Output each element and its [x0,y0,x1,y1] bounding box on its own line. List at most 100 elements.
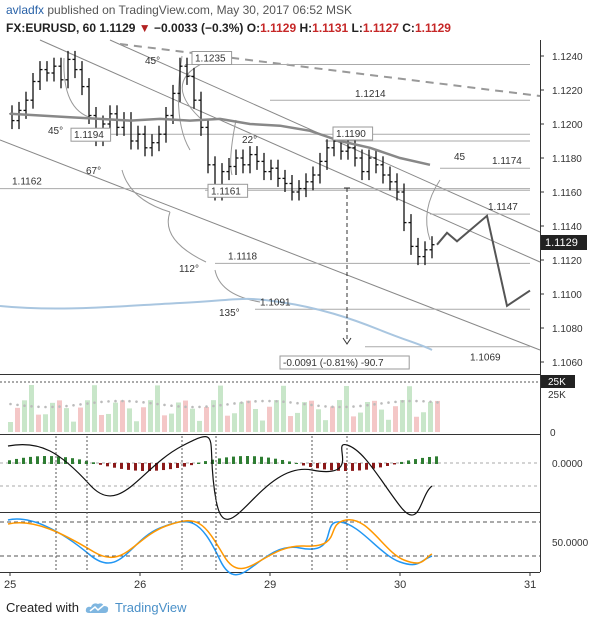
volume-bar [92,385,97,432]
volume-ma-dot [142,401,145,404]
volume-bar [302,402,307,432]
high-label: H: [299,21,313,35]
session-separators [55,436,348,572]
oscillator-bar [267,457,270,464]
tradingview-cloud-icon [85,602,109,613]
volume-bar [127,408,132,432]
volume-bar [36,414,41,432]
volume-ma-dot [366,403,369,407]
volume-bar [288,416,293,432]
annotation-label: 1.1190 [336,129,366,140]
stochastic-d-line [7,519,433,570]
volume-ma-dot [184,405,187,409]
oscillator-bar [330,463,333,471]
volume-bar [232,413,237,432]
time-tick-label: 31 [524,579,536,591]
angle-label: 135° [219,308,240,319]
volume-ma-dot [212,404,215,408]
volume-bar [141,407,146,432]
price-labels: 1.1235 1.1214 1.1194 1.1190 1.1174 1.1162 1.11… [12,51,522,370]
published-text: published on TradingView.com, May 30, 20… [47,3,353,17]
volume-ma-dot [23,404,26,407]
price-tick-label: 1.1060 [552,358,583,369]
channel-line [0,139,541,351]
oscillator-line [7,436,433,520]
volume-ma-dot [93,401,96,404]
volume-ma-dot [226,403,229,406]
volume-bar [106,413,111,432]
angle-label: 22° [242,135,257,146]
oscillator-bar [316,463,319,469]
annotation-label: 1.1118 [228,251,258,262]
volume-bar [330,406,335,432]
volume-ma-dot [16,403,19,407]
volume-bar [421,412,426,432]
annotation-label: 1.1161 [211,186,241,197]
volume-bar [323,420,328,432]
oscillator-bar [78,459,81,464]
tradingview-brand[interactable]: TradingView [85,600,187,615]
volume-ma-dot [394,400,397,404]
volume-ma-dot [149,401,152,405]
volume-bar [15,407,20,432]
oscillator-bar [337,463,340,471]
volume-bar [85,400,90,432]
volume-bar [365,401,370,432]
volume-ma-dot [352,405,355,408]
volume-bar [148,400,153,432]
oscillator-bar [400,461,403,464]
volume-bar [414,416,419,432]
close-label: C: [402,21,415,35]
volume-ma-dot [240,401,243,404]
volume-ma-dot [373,403,376,406]
annotation-label: -0.0091 (-0.81%) -90.7 [283,358,384,369]
volume-bar [50,402,55,432]
oscillator-bar [372,463,375,469]
volume-bar [351,416,356,432]
volume-bar [225,415,230,432]
last-price-badge [541,235,587,250]
volume-ma-dot [114,399,117,403]
annotation-box [70,127,112,142]
volume-bar [316,409,321,432]
volume-bar [162,415,167,432]
author-name[interactable]: avladfx [6,3,45,17]
price-tick-label: 1.1080 [552,324,583,335]
oscillator-bar [428,456,431,464]
annotation-label: 1.1214 [355,89,386,100]
publish-line: avladfx published on TradingView.com, Ma… [6,3,352,17]
oscillator-bar [43,456,46,464]
oscillator-bar [155,463,158,471]
volume-ma-dot [86,402,89,405]
angle-label: 45° [145,56,160,67]
volume-ma-dot [436,401,439,404]
channel-line [39,39,541,263]
volume-bar [337,400,342,432]
symbol-name: FX:EURUSD, 60 [6,21,97,35]
volume-bar [99,414,104,432]
resistance-dashed-line [119,43,541,97]
volume-bar [78,407,83,432]
volume-bar [22,400,27,432]
oscillator-bar [260,456,263,464]
oscillator-bar [120,463,123,469]
open-label: O: [246,21,261,35]
annotation-box [191,51,233,65]
annotation-box [279,355,410,370]
volume-ma-dot [303,402,306,406]
oscillator-tick: 0.0000 [552,459,583,470]
oscillator-bar [281,459,284,464]
oscillator-bar [190,463,193,466]
volume-bar [274,400,279,432]
oscillator-bar [92,462,95,464]
volume-ma-dot [310,403,313,407]
oscillator-bar [134,463,137,471]
oscillator-bar [22,457,25,464]
angle-label: 67° [86,166,101,177]
volume-badge [541,375,575,388]
oscillator-bar [169,463,172,470]
oscillator-bar [127,463,130,470]
volume-ma-dot [289,401,292,404]
annotation-label: 1.1162 [12,177,42,188]
